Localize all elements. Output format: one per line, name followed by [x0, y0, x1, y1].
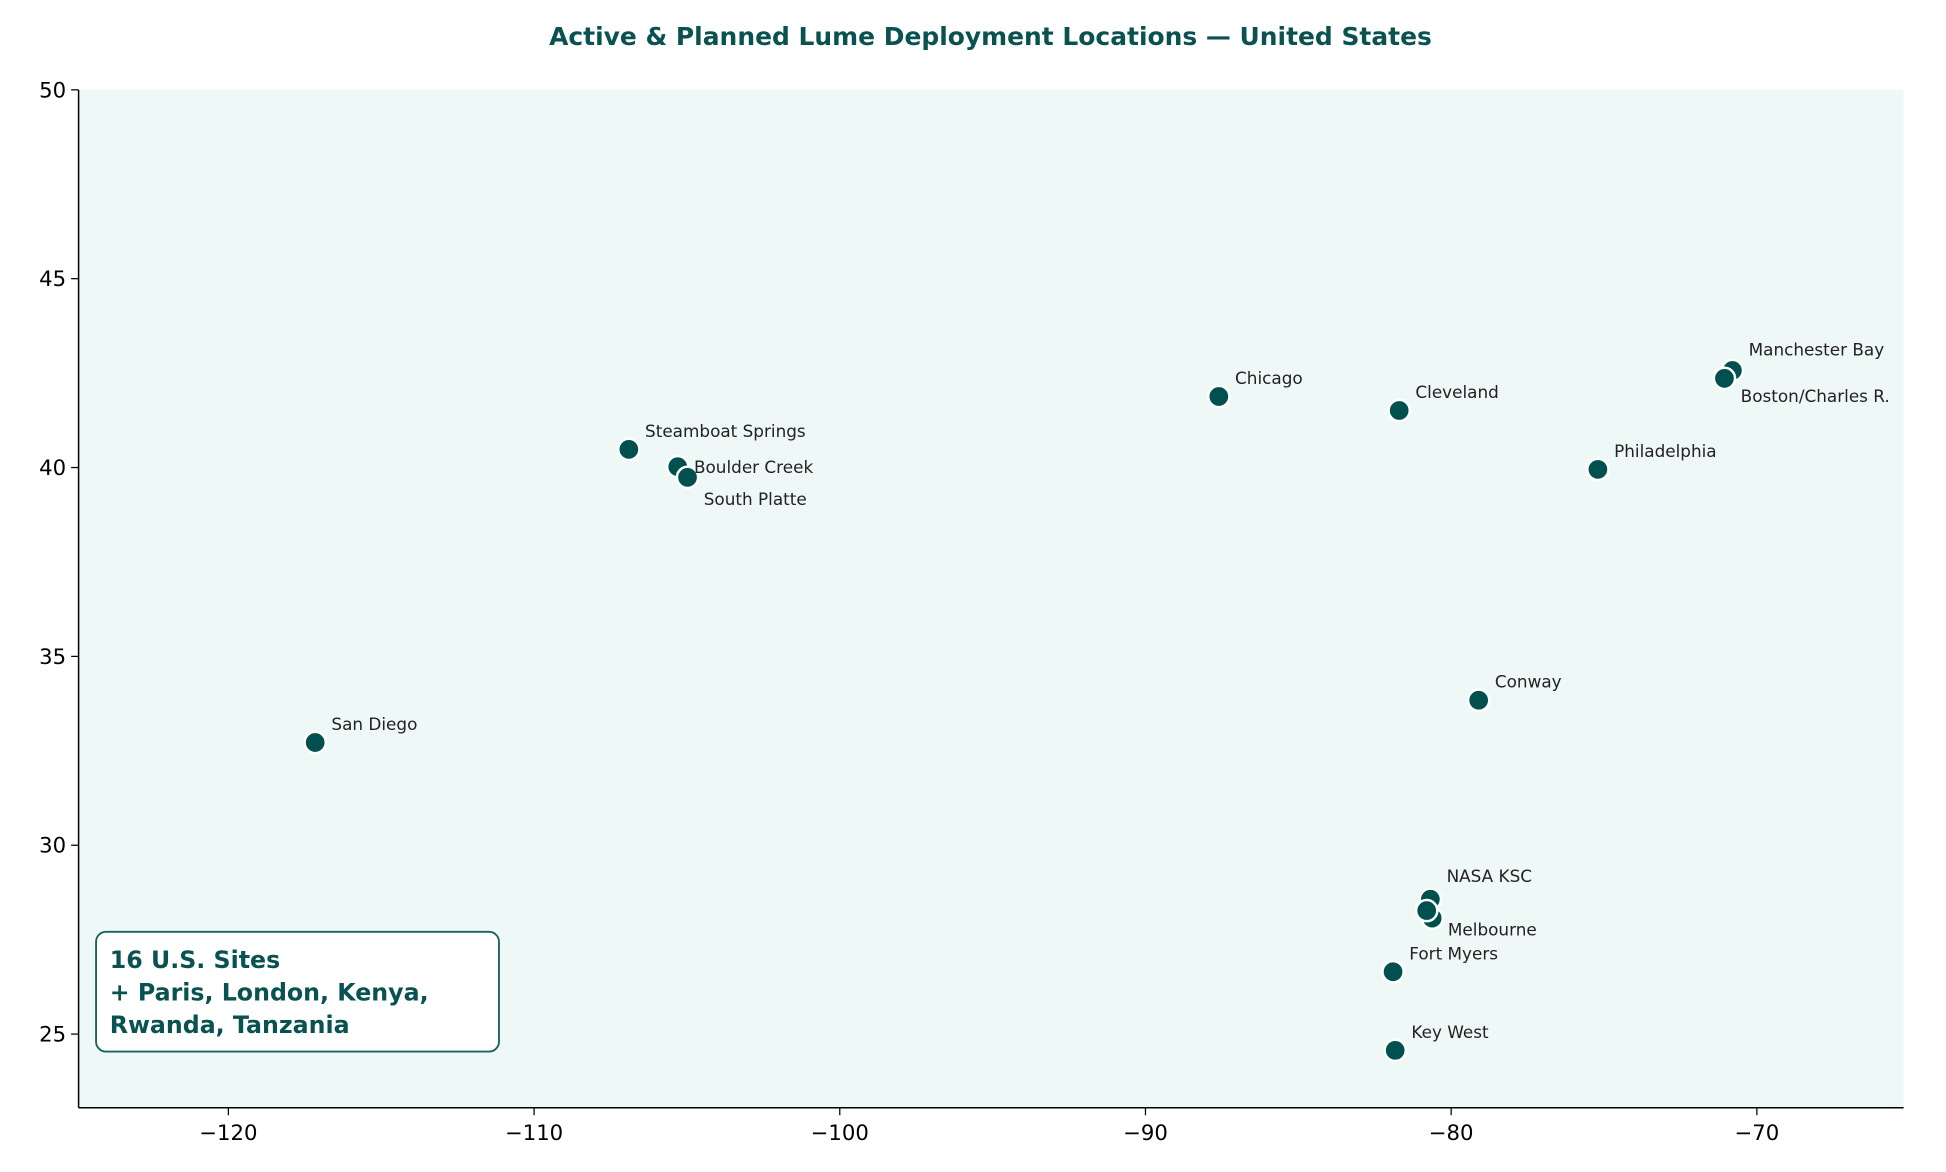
annotation-box: 16 U.S. Sites + Paris, London, Kenya, Rw… [95, 930, 500, 1053]
site-marker [1712, 366, 1737, 391]
y-tick-label: 35 [39, 644, 66, 669]
site-marker [1387, 398, 1412, 423]
site-marker [1586, 457, 1610, 482]
y-tick-label: 30 [39, 833, 66, 858]
site-label: Philadelphia [1614, 441, 1717, 461]
site-label: Key West [1411, 1022, 1489, 1042]
site-marker [303, 730, 328, 755]
x-tick-label: −110 [505, 1120, 563, 1145]
site-marker [1466, 688, 1491, 713]
chart-title: Active & Planned Lume Deployment Locatio… [549, 22, 1432, 51]
site-label: Boston/Charles R. [1741, 386, 1890, 406]
site-label: South Platte [704, 489, 807, 509]
site-label: Conway [1495, 672, 1562, 692]
annotation-line-1: 16 U.S. Sites [110, 946, 280, 974]
site-label: Boulder Creek [694, 457, 813, 477]
x-tick-label: −80 [1429, 1120, 1474, 1145]
x-tick-label: −100 [811, 1120, 869, 1145]
y-tick-label: 25 [39, 1022, 66, 1047]
y-tick-label: 40 [39, 455, 66, 480]
x-tick-label: −120 [199, 1120, 257, 1145]
site-label: Fort Myers [1409, 943, 1498, 963]
y-tick-label: 45 [39, 266, 66, 291]
x-tick-label: −90 [1123, 1120, 1168, 1145]
site-label: Manchester Bay [1749, 339, 1885, 359]
site-label: Cleveland [1415, 382, 1498, 402]
site-marker [1414, 898, 1439, 923]
site-label: Chicago [1235, 368, 1303, 388]
site-label: San Diego [331, 714, 417, 734]
site-label: NASA KSC [1447, 866, 1532, 886]
annotation-line-2: + Paris, London, Kenya, [110, 978, 429, 1006]
site-label: Steamboat Springs [645, 421, 806, 441]
x-tick-label: −70 [1734, 1120, 1779, 1145]
site-marker [675, 465, 700, 490]
y-tick-label: 50 [39, 77, 66, 102]
site-marker [1383, 1038, 1408, 1063]
site-marker [1381, 959, 1405, 984]
annotation-line-3: Rwanda, Tanzania [110, 1011, 350, 1039]
site-label: Melbourne [1448, 920, 1537, 940]
site-marker [1206, 384, 1231, 409]
site-marker [616, 437, 641, 462]
